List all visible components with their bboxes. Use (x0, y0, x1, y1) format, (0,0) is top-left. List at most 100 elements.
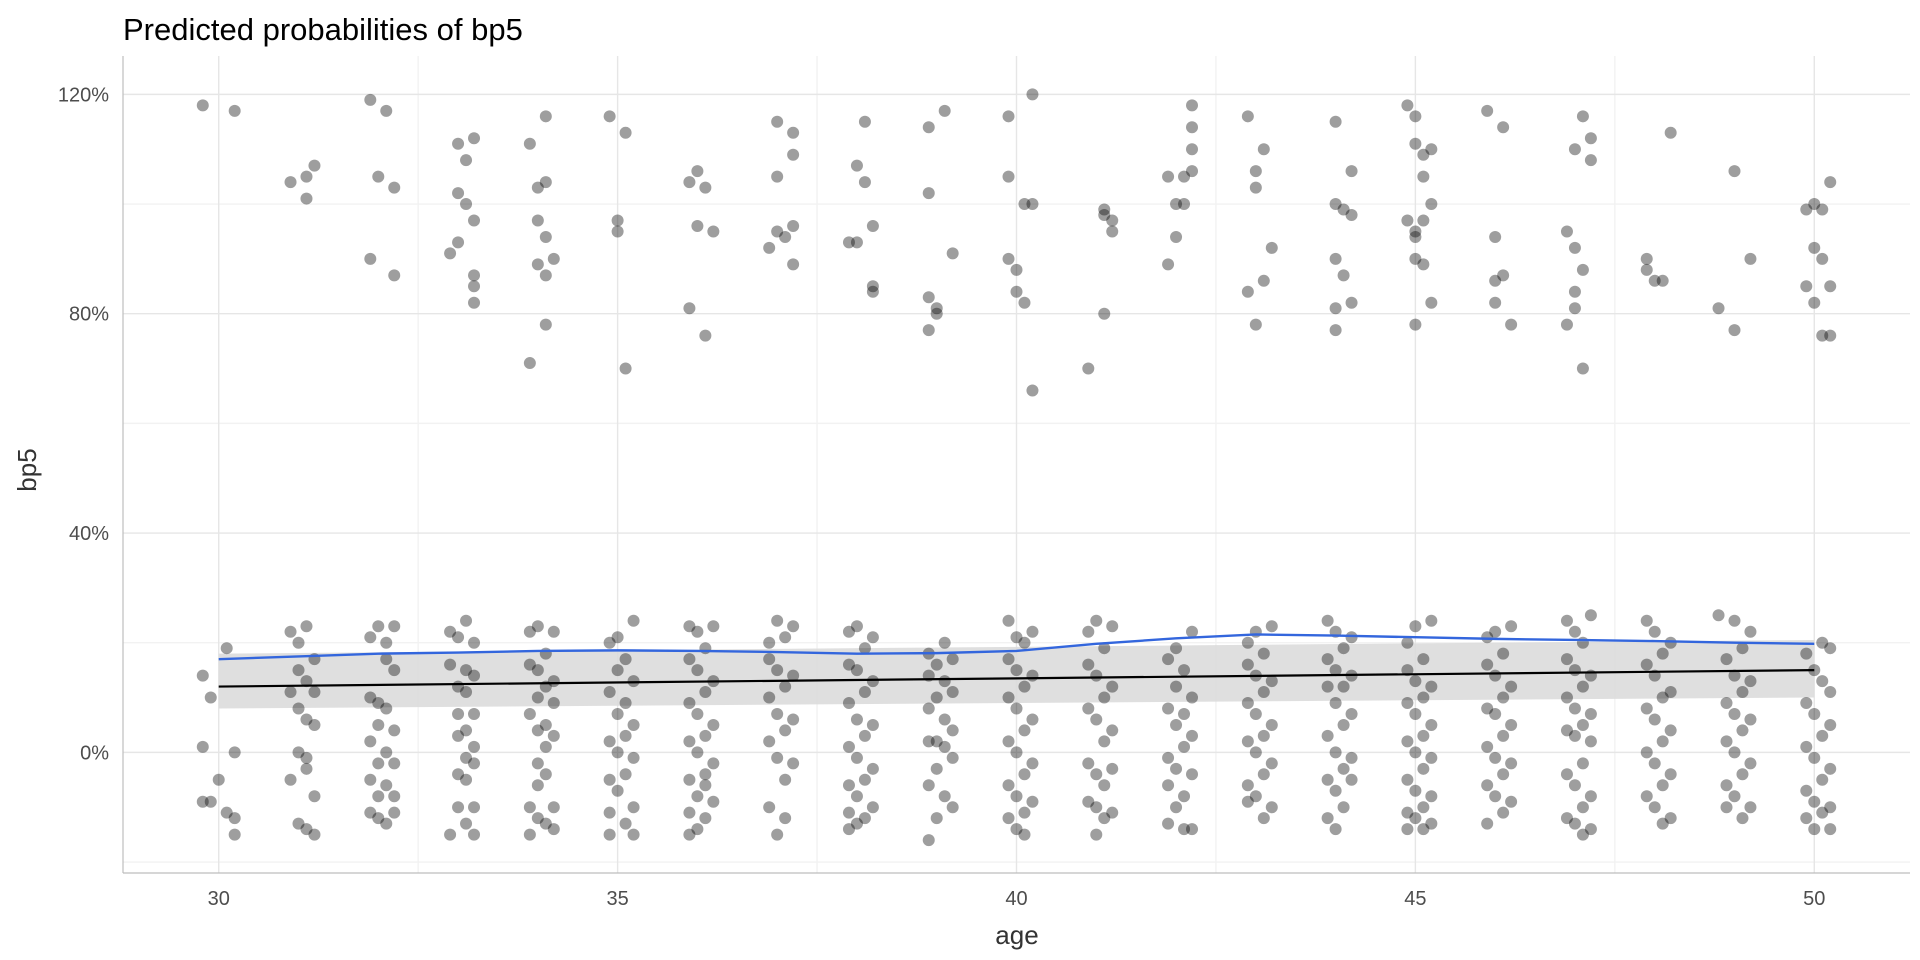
axes (122, 56, 1910, 874)
scatter-point (1186, 121, 1199, 134)
scatter-point (212, 773, 225, 786)
scatter-point (763, 801, 776, 814)
scatter-point (1018, 680, 1031, 693)
scatter-point (1186, 99, 1199, 112)
y-tick-label: 80% (69, 304, 109, 326)
scatter-point (1010, 823, 1023, 836)
scatter-point (1736, 642, 1749, 655)
y-tick-label: 0% (80, 742, 109, 764)
scatter-point (444, 828, 457, 841)
scatter-point (1808, 707, 1821, 720)
scatter-point (1808, 823, 1821, 836)
scatter-point (771, 115, 784, 128)
scatter-point (627, 828, 640, 841)
scatter-point (1816, 806, 1829, 819)
scatter-point (292, 746, 305, 759)
scatter-point (1018, 828, 1031, 841)
scatter-point (1409, 812, 1422, 825)
scatter-point (842, 236, 855, 249)
scatter-point (364, 631, 377, 644)
scatter-point (946, 653, 959, 666)
scatter-point (938, 790, 951, 803)
scatter-point (619, 817, 632, 830)
scatter-point (707, 795, 720, 808)
scatter-point (1178, 664, 1191, 677)
scatter-point (1337, 718, 1350, 731)
scatter-point (1576, 636, 1589, 649)
scatter-point (460, 817, 473, 830)
scatter-point (1489, 274, 1502, 287)
scatter-point (372, 697, 385, 710)
scatter-point (1497, 729, 1510, 742)
scatter-point (1106, 225, 1119, 238)
scatter-point (1186, 823, 1199, 836)
scatter-point (779, 724, 792, 737)
scatter-point (1648, 713, 1661, 726)
scatter-point (468, 269, 481, 282)
scatter-point (1241, 779, 1254, 792)
scatter-point (1481, 631, 1494, 644)
confidence-band (218, 639, 1815, 709)
scatter-point (1106, 724, 1119, 737)
scatter-point (300, 675, 313, 688)
scatter-point (858, 773, 871, 786)
scatter-point (1425, 680, 1438, 693)
scatter-point (284, 773, 297, 786)
scatter-point (452, 137, 465, 150)
scatter-point (308, 718, 321, 731)
scatter-point (627, 614, 640, 627)
scatter-point (1576, 757, 1589, 770)
scatter-point (1002, 779, 1015, 792)
scatter-point (468, 669, 481, 682)
scatter-point (1002, 735, 1015, 748)
scatter-point (1090, 614, 1103, 627)
scatter-point (1018, 806, 1031, 819)
scatter-point (1162, 779, 1175, 792)
x-tick-label: 35 (606, 888, 628, 910)
scatter-point (707, 718, 720, 731)
scatter-point (372, 620, 385, 633)
grid (123, 56, 1910, 873)
scatter-point (1321, 680, 1334, 693)
scatter-point (531, 258, 544, 271)
scatter-point (1800, 203, 1813, 216)
scatter-point (531, 664, 544, 677)
scatter-point (1417, 214, 1430, 227)
scatter-point (771, 225, 784, 238)
scatter-point (1584, 790, 1597, 803)
scatter-point (1329, 746, 1342, 759)
scatter-point (1241, 735, 1254, 748)
scatter-point (787, 757, 800, 770)
scatter-point (1257, 686, 1270, 699)
scatter-point (850, 620, 863, 633)
scatter-point (196, 795, 209, 808)
scatter-point (771, 751, 784, 764)
scatter-point (388, 806, 401, 819)
scatter-point (1329, 198, 1342, 211)
scatter-point (523, 707, 536, 720)
scatter-point (866, 219, 879, 232)
scatter-point (1329, 784, 1342, 797)
scatter-point (460, 664, 473, 677)
scatter-point (1720, 779, 1733, 792)
scatter-point (1417, 801, 1430, 814)
scatter-point (460, 773, 473, 786)
scatter-point (364, 773, 377, 786)
scatter-point (1656, 735, 1669, 748)
scatter-point (1162, 702, 1175, 715)
scatter-point (1640, 658, 1653, 671)
scatter-point (691, 707, 704, 720)
scatter-point (1409, 675, 1422, 688)
scatter-point (1497, 768, 1510, 781)
scatter-point (1481, 740, 1494, 753)
scatter-point (771, 170, 784, 183)
scatter-point (1337, 762, 1350, 775)
scatter-point (220, 642, 233, 655)
scatter-point (1808, 795, 1821, 808)
scatter-point (779, 812, 792, 825)
y-tick-label: 120% (58, 84, 109, 106)
scatter-point (531, 214, 544, 227)
scatter-point (380, 746, 393, 759)
scatter-point (611, 225, 624, 238)
